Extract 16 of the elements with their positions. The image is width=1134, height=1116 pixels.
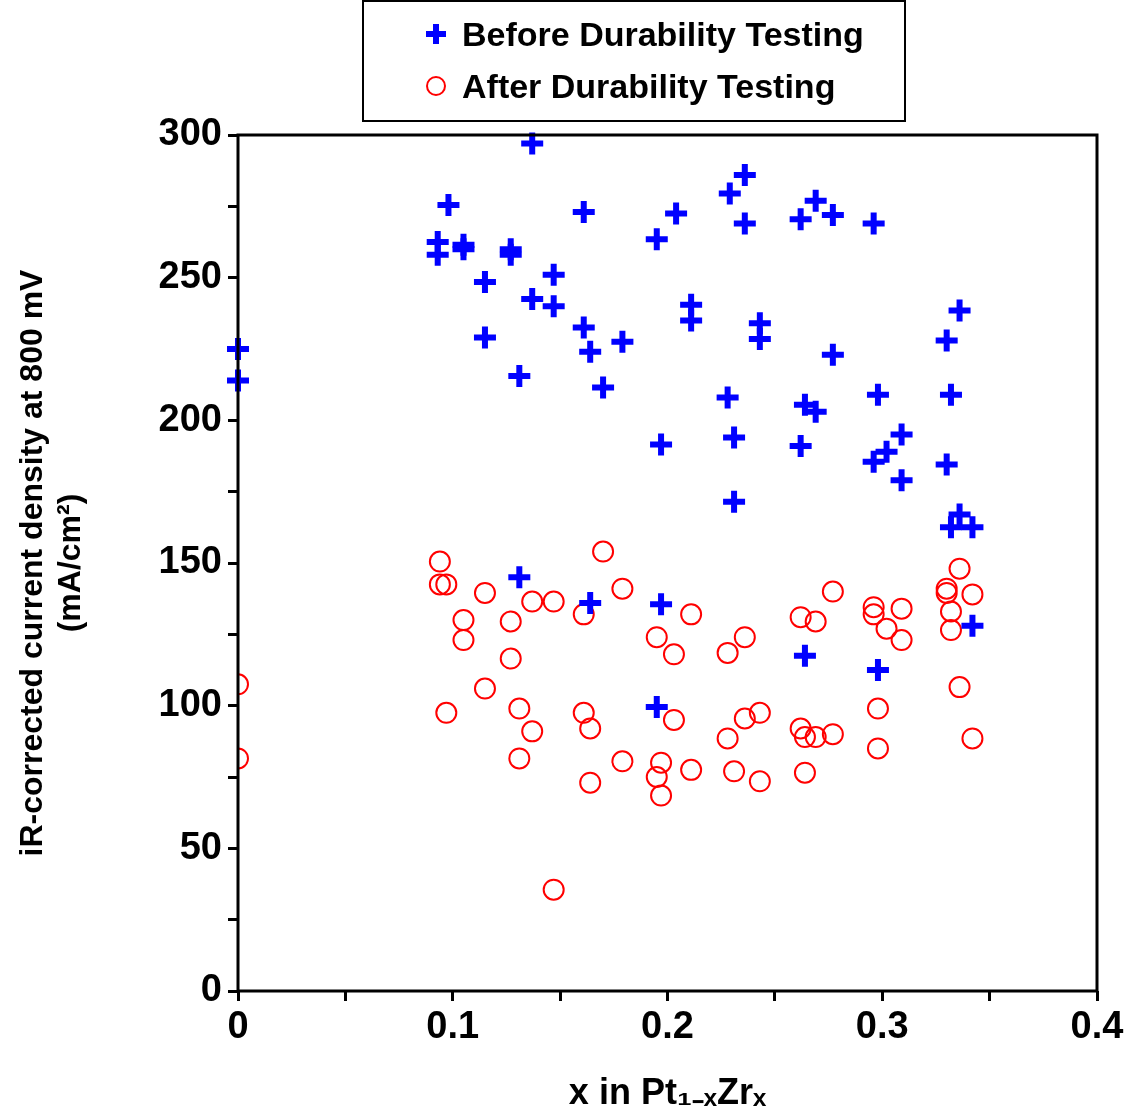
- y-tick-label: 50: [179, 824, 222, 867]
- legend-label: After Durability Testing: [462, 66, 836, 106]
- x-tick-label: 0.3: [855, 1004, 909, 1047]
- x-tick-label: 0.1: [426, 1004, 480, 1047]
- x-tick-label: 0: [227, 1004, 249, 1047]
- y-tick-label: 0: [200, 967, 222, 1010]
- x-tick-label: 0.4: [1070, 1004, 1124, 1047]
- y-tick-label: 150: [158, 539, 222, 582]
- x-tick-label: 0.2: [641, 1004, 694, 1047]
- legend-label: Before Durability Testing: [462, 14, 864, 54]
- x-axis-title: x in Pt₁₋ₓZrₓ: [568, 1071, 767, 1113]
- y-axis-title: iR-corrected current density at 800 mV (mA/cm²): [13, 268, 88, 857]
- y-tick-label: 300: [158, 111, 222, 154]
- y-tick-label: 250: [158, 254, 222, 297]
- y-tick-label: 100: [158, 682, 222, 725]
- y-tick-label: 200: [158, 396, 222, 439]
